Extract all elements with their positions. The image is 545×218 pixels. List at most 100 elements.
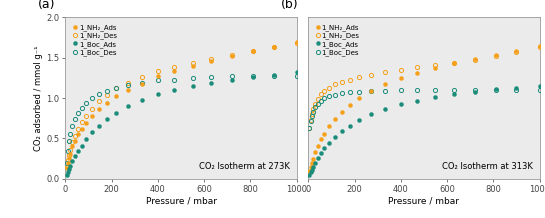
1_NH₂_Ads: [138, 82, 145, 85]
1_NH₂_Ads: [314, 145, 321, 148]
1_Boc_Ads: [189, 85, 196, 87]
1_NH₂_Des: [513, 51, 520, 53]
1_Boc_Ads: [89, 131, 95, 133]
Line: 1_NH₂_Des: 1_NH₂_Des: [64, 41, 299, 169]
1_Boc_Ads: [104, 118, 110, 120]
Line: 1_NH₂_Ads: 1_NH₂_Ads: [307, 44, 542, 173]
1_NH₂_Ads: [347, 103, 353, 106]
1_Boc_Ads: [75, 149, 81, 152]
1_Boc_Des: [367, 90, 374, 92]
1_Boc_Ads: [66, 165, 73, 167]
Line: 1_NH₂_Ads: 1_NH₂_Ads: [64, 39, 299, 170]
1_NH₂_Ads: [113, 95, 119, 98]
1_NH₂_Des: [308, 113, 315, 116]
1_Boc_Ads: [96, 124, 102, 127]
1_Boc_Des: [471, 89, 478, 91]
1_Boc_Des: [69, 124, 76, 127]
1_Boc_Ads: [306, 173, 313, 176]
1_NH₂_Ads: [306, 169, 313, 172]
Text: (a): (a): [38, 0, 55, 11]
1_Boc_Ads: [471, 90, 478, 93]
1_Boc_Des: [356, 90, 362, 93]
1_NH₂_Ads: [125, 89, 131, 91]
1_NH₂_Des: [471, 59, 478, 61]
1_NH₂_Des: [66, 148, 73, 151]
1_NH₂_Ads: [250, 50, 256, 53]
1_Boc_Des: [104, 90, 110, 92]
1_NH₂_Ads: [397, 77, 404, 79]
1_Boc_Des: [71, 118, 78, 120]
1_NH₂_Ads: [63, 167, 70, 170]
1_Boc_Des: [208, 76, 214, 78]
1_Boc_Des: [331, 94, 338, 96]
1_NH₂_Des: [492, 55, 499, 58]
1_NH₂_Des: [229, 53, 235, 56]
1_NH₂_Des: [78, 121, 85, 124]
1_NH₂_Ads: [326, 125, 332, 128]
Line: 1_Boc_Ads: 1_Boc_Ads: [64, 70, 299, 177]
1_NH₂_Ads: [83, 122, 89, 124]
1_NH₂_Des: [171, 66, 177, 69]
1_Boc_Des: [189, 77, 196, 79]
1_Boc_Des: [432, 89, 439, 91]
1_NH₂_Ads: [65, 157, 72, 159]
1_NH₂_Des: [338, 81, 345, 83]
1_Boc_Ads: [321, 147, 328, 149]
1_NH₂_Des: [64, 159, 71, 162]
1_NH₂_Ads: [451, 62, 457, 65]
Text: (b): (b): [281, 0, 298, 11]
1_Boc_Des: [312, 106, 318, 108]
1_NH₂_Des: [69, 141, 76, 144]
1_Boc_Ads: [270, 73, 277, 76]
1_NH₂_Des: [314, 98, 321, 100]
1_NH₂_Ads: [338, 111, 345, 113]
1_Boc_Des: [64, 149, 71, 152]
1_NH₂_Des: [65, 153, 72, 156]
1_NH₂_Ads: [432, 67, 439, 70]
1_NH₂_Ads: [356, 97, 362, 99]
1_NH₂_Ads: [307, 165, 314, 168]
1_Boc_Des: [382, 90, 388, 92]
1_Boc_Ads: [312, 161, 318, 164]
1_NH₂_Ads: [513, 49, 520, 52]
Line: 1_Boc_Ads: 1_Boc_Ads: [307, 84, 542, 177]
Line: 1_Boc_Des: 1_Boc_Des: [64, 73, 299, 165]
Line: 1_NH₂_Des: 1_NH₂_Des: [307, 45, 542, 130]
1_Boc_Des: [113, 86, 119, 89]
1_Boc_Ads: [451, 93, 457, 95]
1_NH₂_Des: [293, 42, 300, 44]
1_NH₂_Des: [83, 114, 89, 117]
1_NH₂_Ads: [89, 114, 95, 117]
1_NH₂_Ads: [208, 60, 214, 62]
1_Boc_Ads: [78, 144, 85, 147]
1_NH₂_Ads: [471, 57, 478, 60]
1_NH₂_Des: [306, 127, 313, 129]
1_Boc_Des: [270, 74, 277, 77]
1_Boc_Des: [318, 99, 324, 102]
1_NH₂_Des: [155, 70, 161, 73]
1_NH₂_Ads: [78, 128, 85, 130]
1_NH₂_Ads: [331, 118, 338, 120]
1_Boc_Ads: [125, 105, 131, 107]
1_Boc_Des: [492, 89, 499, 91]
1_Boc_Ads: [338, 130, 345, 133]
1_Boc_Des: [125, 84, 131, 87]
1_Boc_Des: [310, 111, 316, 113]
1_NH₂_Ads: [293, 40, 300, 43]
1_NH₂_Ads: [229, 55, 235, 58]
1_NH₂_Des: [326, 86, 332, 89]
1_NH₂_Des: [321, 90, 328, 92]
1_Boc_Ads: [310, 165, 316, 168]
Legend: 1_NH₂_Ads, 1_NH₂_Des, 1_Boc_Ads, 1_Boc_Des: 1_NH₂_Ads, 1_NH₂_Des, 1_Boc_Ads, 1_Boc_D…: [314, 22, 362, 58]
1_NH₂_Des: [451, 61, 457, 64]
1_Boc_Des: [451, 89, 457, 91]
1_Boc_Des: [338, 92, 345, 95]
1_NH₂_Ads: [66, 152, 73, 155]
1_NH₂_Des: [310, 108, 316, 111]
1_Boc_Ads: [367, 113, 374, 116]
1_Boc_Ads: [64, 170, 71, 173]
1_Boc_Ads: [208, 82, 214, 84]
1_Boc_Ads: [71, 155, 78, 157]
1_Boc_Des: [536, 89, 543, 91]
1_Boc_Des: [155, 79, 161, 82]
